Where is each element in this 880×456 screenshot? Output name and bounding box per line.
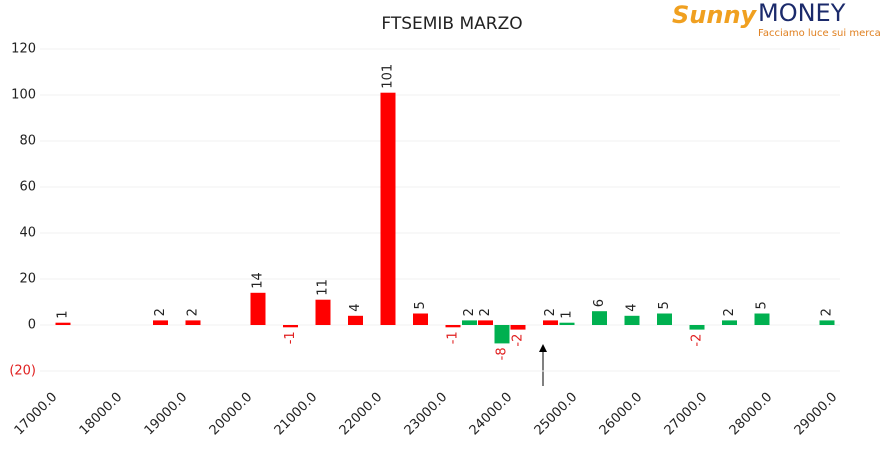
bar: [413, 313, 428, 325]
x-tick-label: 21000.0: [272, 390, 321, 439]
bar: [819, 320, 835, 325]
y-tick-label: 80: [19, 134, 36, 149]
logo-name: Sunny: [672, 1, 758, 29]
bar: [315, 299, 331, 325]
bar: [657, 313, 672, 325]
y-tick-label: 60: [19, 180, 36, 195]
bar: [250, 292, 266, 325]
bar: [348, 315, 363, 325]
x-tick-label: 26000.0: [597, 390, 646, 439]
chart-title: FTSEMIB MARZO: [381, 14, 522, 34]
bar: [559, 322, 575, 325]
bar: [689, 325, 705, 330]
data-label: 101: [381, 64, 396, 89]
bar: [462, 320, 477, 325]
data-label: -2: [511, 334, 526, 347]
x-tick-label: 17000.0: [12, 390, 61, 439]
y-tick-label: 0: [28, 318, 36, 333]
data-label: 2: [543, 308, 558, 316]
data-label: 2: [478, 308, 493, 316]
x-tick-label: 28000.0: [727, 390, 776, 439]
data-label: 5: [657, 301, 672, 309]
data-label: -1: [283, 331, 298, 344]
data-label: 14: [251, 272, 266, 289]
x-tick-label: 19000.0: [142, 390, 191, 439]
bar: [55, 322, 71, 325]
x-tick-label: 23000.0: [402, 390, 451, 439]
bar: [153, 320, 168, 325]
data-label: 1: [56, 310, 71, 318]
x-tick-label: 18000.0: [77, 390, 126, 439]
x-tick-label: 29000.0: [792, 390, 841, 439]
bar: [722, 320, 737, 325]
arrow: [539, 344, 547, 386]
x-tick-label: 24000.0: [467, 390, 516, 439]
x-tick-label: 20000.0: [207, 390, 256, 439]
data-label: 4: [348, 304, 363, 312]
x-tick-label: 25000.0: [532, 390, 581, 439]
bar: [380, 92, 396, 325]
data-label: 4: [625, 304, 640, 312]
x-tick-label: 27000.0: [662, 390, 711, 439]
bar: [543, 320, 558, 325]
logo-name: MONEY: [758, 0, 846, 27]
data-label: -1: [446, 331, 461, 344]
logo: Sunny MONEY Facciamo luce sui mercati: [672, 0, 880, 39]
data-label: 2: [722, 308, 737, 316]
y-tick-label: 120: [11, 42, 36, 57]
bar: [494, 325, 510, 344]
data-label: 5: [413, 301, 428, 309]
bar: [510, 325, 526, 330]
data-label: 5: [755, 301, 770, 309]
data-label: 1: [560, 310, 575, 318]
data-label: -2: [690, 334, 705, 347]
bar: [445, 325, 461, 328]
bar: [624, 315, 640, 325]
data-label: 6: [592, 299, 607, 307]
bar: [283, 325, 298, 328]
bar: [592, 311, 607, 325]
data-label: 2: [186, 308, 201, 316]
bar: [185, 320, 201, 325]
bar: [754, 313, 770, 325]
data-label: 2: [462, 308, 477, 316]
y-tick-label: 20: [19, 272, 36, 287]
data-label: -8: [495, 347, 510, 360]
data-label: 2: [153, 308, 168, 316]
y-tick-label: 40: [19, 226, 36, 241]
y-tick-label: (20): [9, 364, 36, 379]
data-label: 11: [316, 279, 331, 296]
x-tick-label: 22000.0: [337, 390, 386, 439]
bar: [478, 320, 493, 325]
data-label: 2: [820, 308, 835, 316]
y-tick-label: 100: [11, 88, 36, 103]
logo-tagline: Facciamo luce sui mercati: [758, 28, 880, 39]
